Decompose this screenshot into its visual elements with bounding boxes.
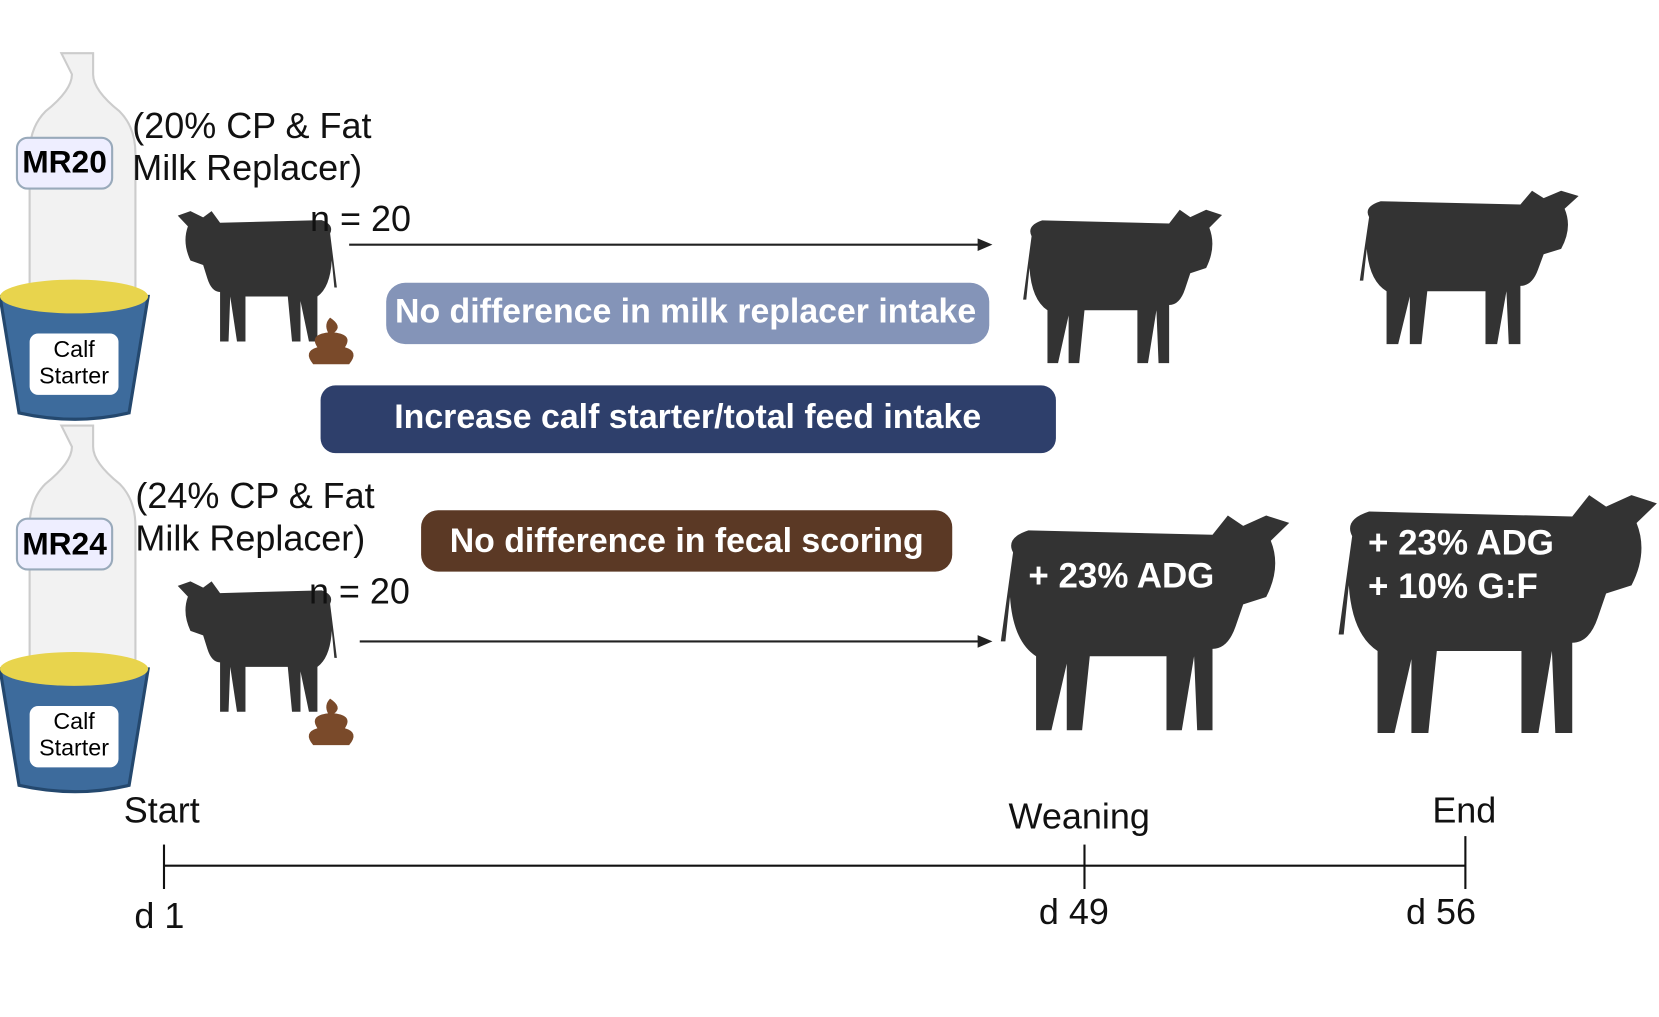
description: Milk Replacer) [135, 517, 365, 558]
findings: No difference in milk replacer intake In… [320, 282, 1056, 572]
arrowhead [977, 238, 993, 252]
feed: Calf [53, 708, 95, 734]
milestone: Start [124, 789, 200, 830]
banner [386, 282, 990, 345]
feed: Starter [39, 362, 109, 388]
group-1: MR20 (20% CP & Fat Milk Replacer) Calf S… [0, 52, 993, 421]
banner [320, 385, 1056, 454]
calf [1023, 209, 1223, 364]
timeline: Start d 1 Weaning d 49 End d 56 [124, 789, 1497, 936]
label-box [15, 517, 114, 571]
description: Milk Replacer) [132, 147, 362, 188]
outcome: + 23% ADG [1368, 524, 1554, 563]
day: d 56 [1406, 891, 1476, 932]
milestone: Weaning [1009, 796, 1150, 837]
day: d 1 [134, 895, 184, 936]
label-box [15, 136, 114, 190]
milestone: End [1432, 789, 1496, 830]
finding: No difference in fecal scoring [450, 522, 924, 560]
calf [1359, 190, 1579, 345]
n-count: n = 20 [309, 570, 410, 611]
calf [1000, 515, 1290, 731]
description: (20% CP & Fat [132, 105, 371, 146]
outcome: + 23% ADG [1028, 556, 1214, 595]
day: d 49 [1039, 891, 1109, 932]
outcomes: + 23% ADG + 23% ADG + 10% G:F [1000, 190, 1657, 733]
group-label: MR24 [22, 526, 107, 562]
arrowhead [977, 635, 993, 648]
banner [421, 510, 953, 572]
outcome: + 10% G:F [1368, 567, 1538, 606]
finding: No difference in milk replacer intake [395, 292, 976, 330]
group-2: MR24 (24% CP & Fat Milk Replacer) Calf S… [0, 424, 993, 794]
description: (24% CP & Fat [135, 475, 374, 516]
feed: Calf [53, 336, 95, 362]
feed: Starter [39, 735, 109, 761]
n-count: n = 20 [310, 198, 411, 239]
group-label: MR20 [22, 144, 107, 180]
finding: Increase calf starter/total feed intake [394, 398, 981, 436]
